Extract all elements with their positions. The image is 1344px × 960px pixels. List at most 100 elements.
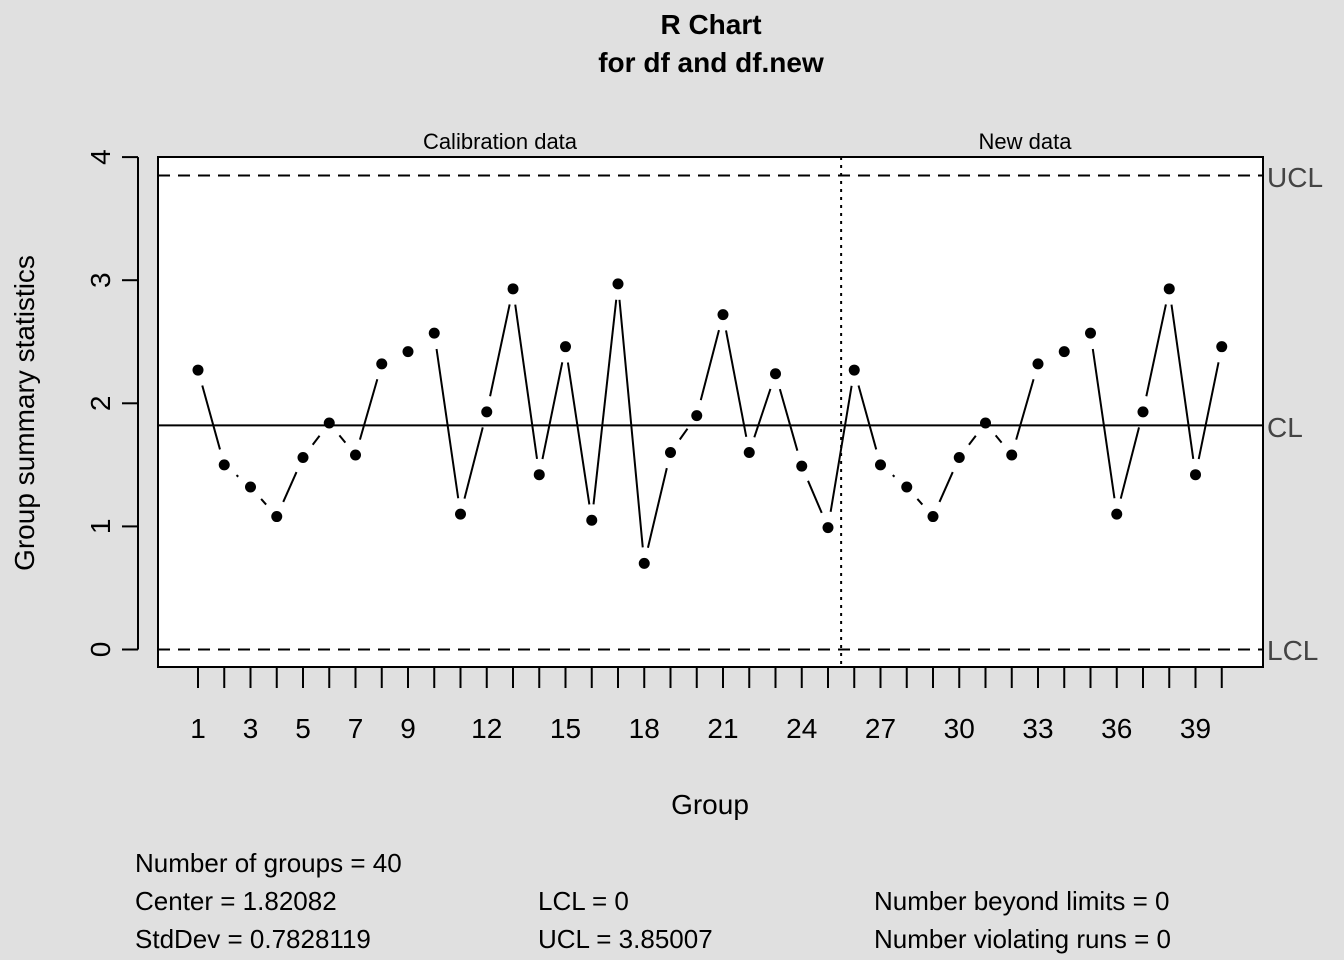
series-line-segment (260, 498, 267, 506)
series-line-segment (994, 434, 1003, 444)
data-point (560, 341, 571, 353)
data-point (953, 451, 965, 463)
x-tick-label: 27 (865, 713, 896, 744)
data-point (350, 449, 361, 461)
data-point (402, 346, 414, 358)
x-tick-label: 39 (1180, 713, 1211, 744)
x-tick-label: 24 (786, 713, 817, 744)
x-tick-label: 1 (190, 713, 206, 744)
data-point (323, 417, 335, 429)
series-line-segment (514, 304, 539, 459)
stat-stddev: StdDev = 0.7828119 (135, 924, 371, 954)
series-line-segment (1197, 362, 1220, 460)
data-point (875, 459, 886, 471)
data-point (481, 406, 493, 418)
data-point (1137, 406, 1149, 418)
data-point (980, 417, 991, 429)
series-line-segment (541, 362, 564, 460)
data-point (1163, 283, 1175, 295)
series-line-segment (938, 471, 954, 503)
data-point (665, 447, 676, 459)
series-line-segment (646, 467, 668, 548)
x-tick-label: 33 (1022, 713, 1053, 744)
series-line-segment (566, 362, 591, 505)
data-point (927, 511, 939, 523)
data-point (691, 410, 703, 422)
y-tick-label: 2 (85, 396, 116, 412)
x-axis-label: Group (671, 789, 749, 820)
data-point (743, 447, 755, 459)
data-point (770, 368, 781, 380)
y-tick-label: 0 (85, 642, 116, 658)
x-tick-label: 3 (243, 713, 259, 744)
stat-ucl: UCL = 3.85007 (538, 924, 713, 954)
series-line-segment (968, 435, 977, 446)
series-line-segment (892, 474, 896, 478)
series-line-segment (857, 385, 878, 450)
stat-violating-runs: Number violating runs = 0 (874, 924, 1171, 954)
series-line-segment (618, 299, 644, 548)
x-tick-label: 18 (629, 713, 660, 744)
data-point (586, 514, 598, 526)
series-line-segment (699, 329, 720, 401)
data-point (796, 460, 808, 472)
y-tick-label: 4 (85, 149, 116, 165)
series-line-segment (1145, 304, 1167, 397)
x-tick-label: 30 (944, 713, 975, 744)
x-tick-label: 12 (471, 713, 502, 744)
series-line-segment (1119, 427, 1140, 499)
data-point (218, 459, 230, 471)
data-point (822, 522, 834, 534)
data-point (1058, 346, 1070, 358)
series-line-segment (1091, 348, 1116, 499)
series-line-segment (829, 385, 853, 513)
x-tick-label: 36 (1101, 713, 1132, 744)
plot-area (157, 156, 1264, 668)
stat-beyond-limits: Number beyond limits = 0 (874, 886, 1170, 916)
data-point (297, 451, 309, 463)
stat-lcl: LCL = 0 (538, 886, 629, 916)
chart-subtitle: for df and df.new (598, 47, 824, 78)
series-line-segment (282, 471, 298, 503)
data-point (1216, 341, 1228, 353)
y-axis-label: Group summary statistics (9, 255, 40, 571)
data-point (271, 511, 283, 523)
series-line-segment (201, 385, 221, 450)
ucl-label: UCL (1267, 162, 1323, 193)
stat-number-of-groups: Number of groups = 40 (135, 848, 402, 878)
cl-label: CL (1267, 412, 1303, 443)
data-point (245, 481, 256, 493)
data-point (507, 283, 519, 295)
data-point (455, 508, 466, 520)
x-tick-label: 5 (295, 713, 311, 744)
data-point (533, 469, 545, 481)
series-line-segment (592, 299, 618, 505)
data-point (612, 278, 624, 290)
y-tick-label: 3 (85, 272, 116, 288)
data-point (1006, 449, 1018, 461)
x-tick-label: 7 (348, 713, 364, 744)
series-line-segment (358, 379, 379, 440)
x-tick-label: 15 (550, 713, 581, 744)
data-point (1085, 327, 1096, 339)
data-point (717, 309, 729, 321)
series-line-segment (916, 498, 924, 506)
series-line-segment (463, 427, 484, 499)
series-line-segment (678, 428, 689, 441)
series-line-segment (778, 388, 799, 451)
data-point (1111, 508, 1123, 520)
data-point (376, 358, 388, 370)
section-label-new: New data (979, 129, 1073, 154)
chart-title: R Chart (660, 9, 761, 40)
series-line-segment (753, 388, 772, 438)
series-line-segment (489, 304, 511, 397)
y-tick-label: 1 (85, 519, 116, 535)
series-line-segment (435, 348, 460, 499)
x-tick-label: 21 (707, 713, 738, 744)
data-point (428, 327, 440, 339)
series-line-segment (1170, 304, 1195, 459)
series-line-segment (338, 434, 347, 444)
series-line-segment (235, 474, 239, 478)
